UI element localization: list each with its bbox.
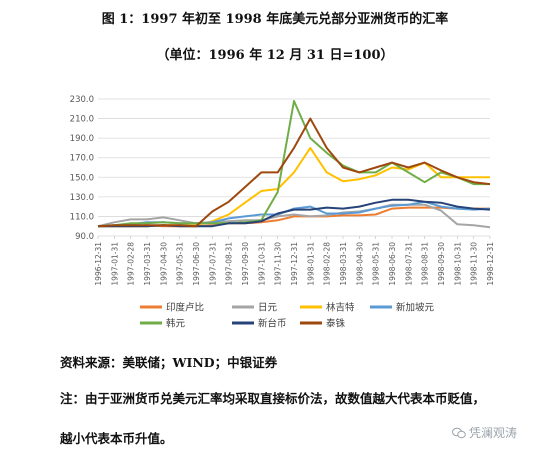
x-tick-label: 1998-06-30 <box>388 242 397 286</box>
x-tick-label: 1998-08-31 <box>421 242 430 286</box>
x-tick-label: 1997-12-31 <box>290 242 299 286</box>
x-tick-label: 1998-11-30 <box>470 242 479 286</box>
y-axis: 90.0 110.0 130.0 150.0 170.0 190.0 210.0 230.0 <box>70 95 94 242</box>
x-tick-label: 1997-10-31 <box>257 242 266 286</box>
x-tick-label: 1997-05-31 <box>176 242 185 286</box>
watermark: 凭澜观涛 <box>452 424 517 441</box>
series-line <box>97 100 490 228</box>
x-tick-label: 1998-05-31 <box>372 242 381 286</box>
x-tick-label: 1998-10-31 <box>453 242 462 286</box>
x-tick-label: 1998-01-31 <box>306 242 315 286</box>
legend-label: 新加坡元 <box>396 302 435 314</box>
wechat-icon <box>452 427 466 438</box>
x-tick-label: 1997-04-30 <box>159 242 168 286</box>
legend-label: 日元 <box>258 303 278 314</box>
x-tick-label: 1997-01-31 <box>110 242 119 286</box>
y-tick-label: 130.0 <box>70 193 94 203</box>
series-line <box>97 203 491 229</box>
x-tick-label: 1998-07-31 <box>404 242 413 286</box>
chart-subtitle: （单位：1996 年 12 月 31 日=100） <box>156 48 394 63</box>
legend-label: 泰铢 <box>326 318 346 330</box>
x-axis: 1996-12-31 1997-01-31 1997-02-28 1997-03-31… <box>94 236 495 286</box>
x-tick-label: 1998-02-28 <box>323 242 332 286</box>
y-tick-label: 230.0 <box>70 95 94 105</box>
note-line-2: 越小代表本币升值。 <box>60 431 173 446</box>
watermark-text: 凭澜观涛 <box>469 426 518 440</box>
x-tick-label: 1996-12-31 <box>94 242 103 286</box>
legend-label: 韩元 <box>166 318 186 330</box>
x-tick-label: 1998-03-31 <box>339 242 348 286</box>
x-tick-label: 1997-11-30 <box>274 242 283 286</box>
note-line-1: 注：由于亚洲货币兑美元汇率均采取直接标价法，故数值越大代表本币贬值， <box>60 391 486 406</box>
legend-label: 林吉特 <box>326 302 355 314</box>
x-tick-label: 1997-09-30 <box>241 242 250 286</box>
x-tick-label: 1997-02-28 <box>127 242 136 286</box>
legend-label: 新台币 <box>258 318 287 330</box>
exchange-rate-chart: 90.0110.0130.0150.0170.0190.0210.0230.0 … <box>70 95 495 330</box>
y-tick-label: 190.0 <box>70 134 94 144</box>
x-tick-label: 1998-09-30 <box>437 242 446 286</box>
y-tick-label: 170.0 <box>70 154 94 164</box>
y-tick-label: 110.0 <box>70 212 94 222</box>
x-tick-label: 1997-03-31 <box>143 242 152 286</box>
legend-label: 印度卢比 <box>166 302 204 314</box>
y-tick-label: 150.0 <box>70 173 94 183</box>
series-layer <box>97 100 491 229</box>
chart-title: 图 1：1997 年初至 1998 年底美元兑部分亚洲货币的汇率 <box>101 12 449 27</box>
series-line <box>97 117 491 228</box>
x-tick-label: 1998-04-30 <box>355 242 364 286</box>
x-tick-label: 1998-12-31 <box>486 242 495 286</box>
source-text: 资料来源：美联储；WIND；中银证券 <box>60 355 278 370</box>
x-tick-label: 1997-07-31 <box>208 242 217 286</box>
x-tick-label: 1997-08-31 <box>225 242 234 286</box>
y-tick-label: 210.0 <box>70 115 94 125</box>
y-tick-label: 90.0 <box>75 232 94 242</box>
x-tick-label: 1997-06-30 <box>192 242 201 286</box>
